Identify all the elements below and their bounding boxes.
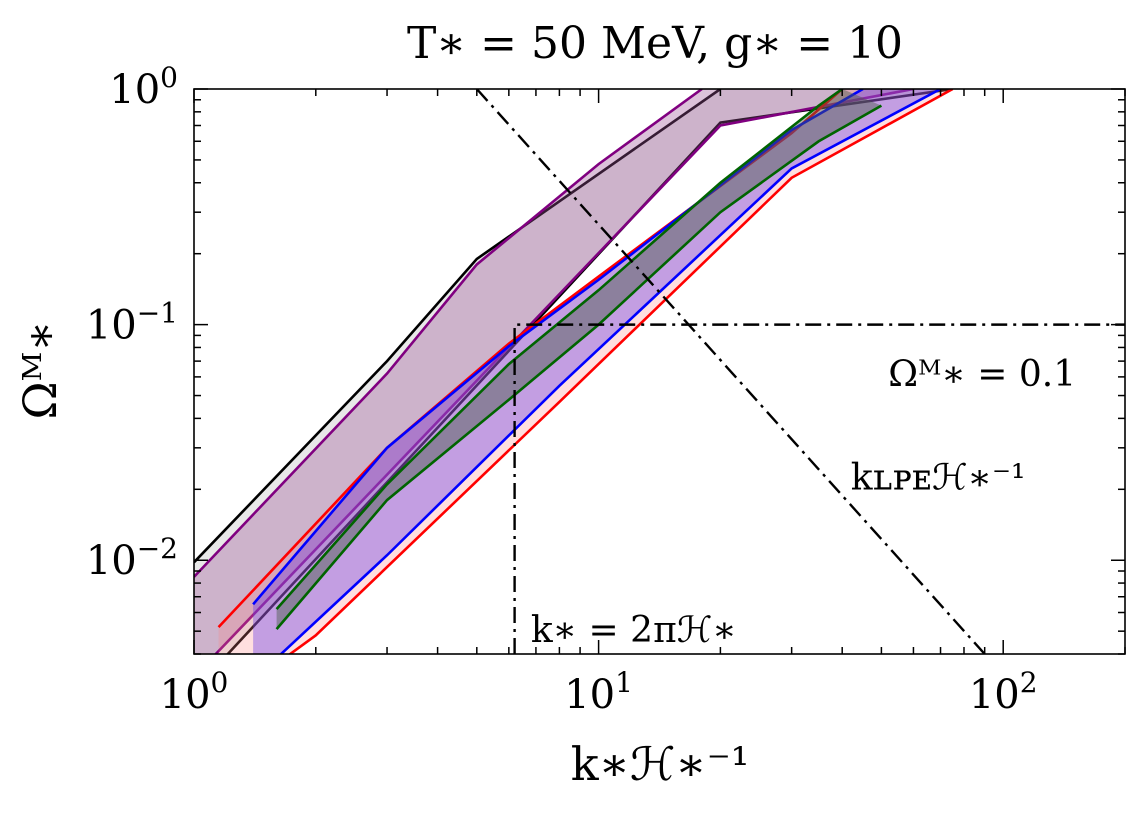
chart-title: T∗ = 50 MeV, g∗ = 10 <box>407 18 903 69</box>
x-tick-label: 100 <box>160 666 229 718</box>
series-4-upper-edge <box>275 89 843 611</box>
reference-line-0 <box>513 323 1125 654</box>
y-axis-label: Ωᴹ∗ <box>13 320 67 419</box>
series-0-lower-edge <box>226 89 953 654</box>
series-1-upper-edge <box>194 89 703 578</box>
reference-lines-layer <box>475 89 1125 654</box>
y-tick-label: 100 <box>109 61 178 113</box>
series-2-lower-edge <box>288 89 954 654</box>
x-tick-label: 101 <box>564 666 633 718</box>
series-2-band <box>218 89 953 654</box>
annotation-2: k∗ = 2πℋ∗ <box>531 610 737 651</box>
series-1-lower-edge <box>214 89 914 654</box>
annotations-layer: Ωᴹ∗ = 0.1 kʟᴘᴇℋ∗⁻¹ k∗ = 2πℋ∗ <box>531 354 1076 651</box>
x-tick-label: 102 <box>969 666 1038 718</box>
series-3-lower-edge <box>279 89 942 654</box>
series-0-upper-edge <box>194 89 722 564</box>
series-3-upper-edge <box>252 89 864 606</box>
annotation-0: Ωᴹ∗ = 0.1 <box>888 354 1076 395</box>
series-3-band <box>253 89 941 654</box>
annotation-1: kʟᴘᴇℋ∗⁻¹ <box>851 457 1026 498</box>
series-layer <box>194 89 954 654</box>
y-tick-label: 10−2 <box>86 532 178 584</box>
plot-frame <box>193 88 1126 655</box>
x-axis-label: k∗ℋ∗⁻¹ <box>571 737 750 791</box>
y-tick-label: 10−1 <box>86 297 178 349</box>
reference-line-1 <box>475 89 986 654</box>
ticks-layer: 100 101 102 10−2 10−1 100 <box>86 61 1126 718</box>
